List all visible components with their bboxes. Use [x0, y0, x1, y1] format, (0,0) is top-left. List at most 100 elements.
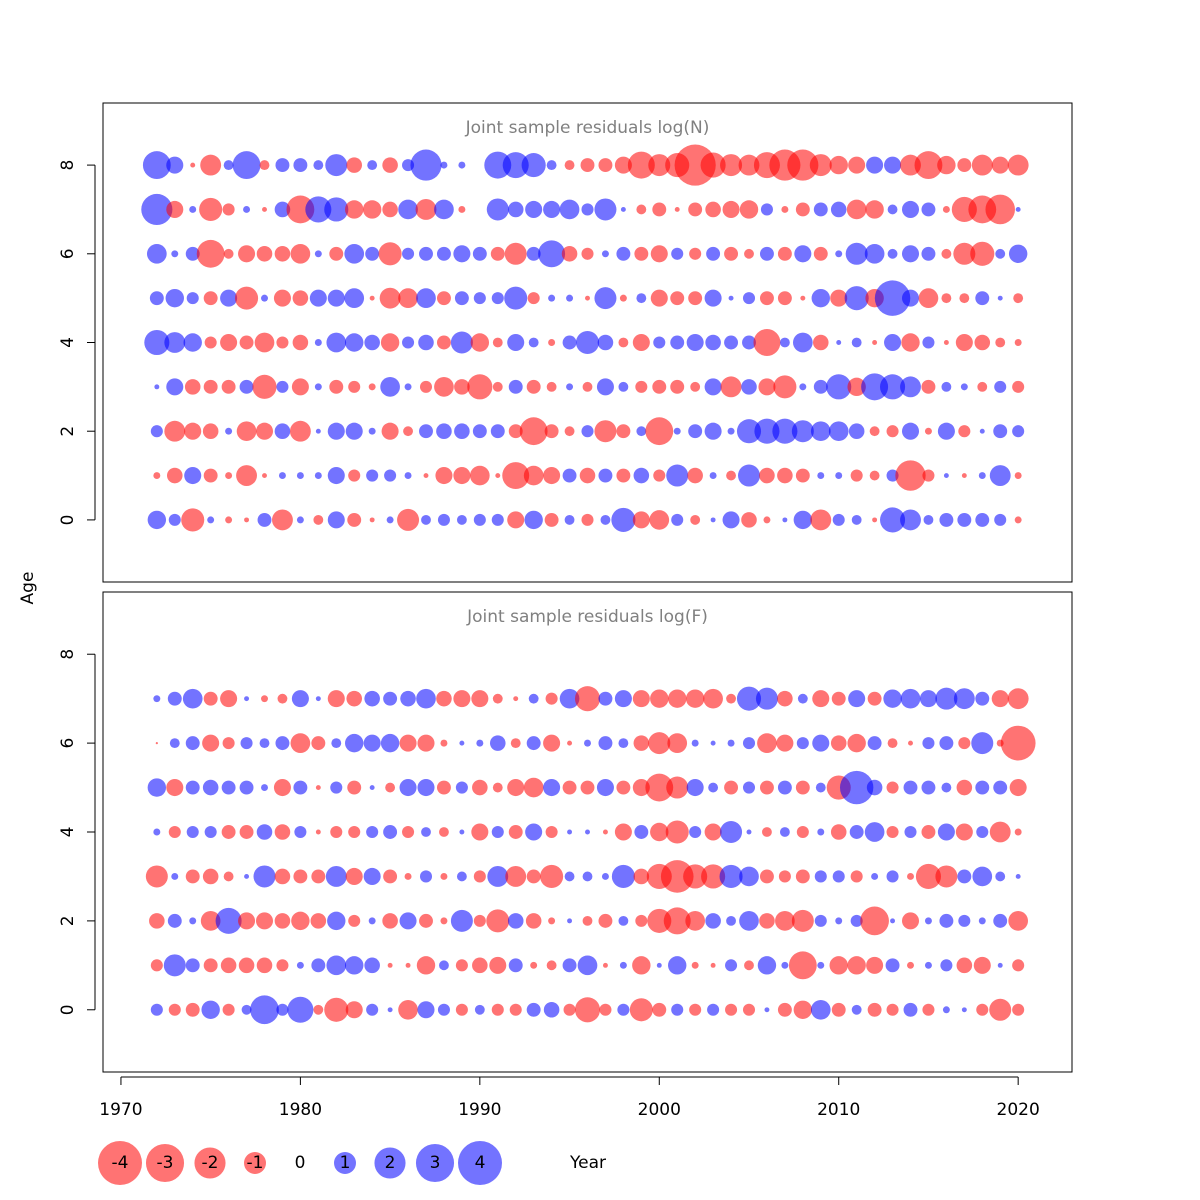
bubble: [185, 780, 200, 795]
bubble: [386, 516, 394, 524]
bubble: [594, 198, 617, 221]
bubble: [674, 206, 680, 212]
bubble: [585, 295, 590, 301]
bubble: [508, 958, 523, 973]
bubble: [580, 780, 595, 795]
bubble: [813, 379, 828, 394]
bubble: [155, 742, 158, 745]
bubble: [1008, 911, 1029, 931]
bubble: [202, 779, 219, 796]
bubble: [276, 959, 289, 972]
bubble: [314, 250, 322, 258]
bubble: [404, 872, 412, 880]
bubble: [722, 511, 740, 529]
bubble: [185, 958, 200, 973]
bubble: [618, 915, 629, 926]
bubble: [153, 472, 161, 480]
bubble: [311, 736, 326, 751]
bubble: [458, 161, 466, 169]
bubble: [864, 243, 885, 264]
bubble: [184, 422, 202, 440]
bubble: [971, 732, 994, 755]
bubble: [1008, 244, 1028, 263]
bubble: [683, 864, 708, 889]
bubble: [150, 959, 163, 972]
bubble: [346, 690, 363, 707]
bubble: [253, 865, 276, 888]
bubble: [154, 384, 160, 390]
bubble: [619, 961, 627, 969]
bubble: [325, 154, 348, 177]
bubble: [220, 333, 238, 352]
bubble: [363, 867, 381, 885]
bubble: [989, 821, 1011, 843]
bubble: [291, 690, 309, 708]
bubble: [292, 290, 309, 306]
bubble: [530, 961, 538, 969]
bubble: [545, 825, 558, 839]
legend-label: 0: [295, 1153, 306, 1173]
bubble: [476, 739, 484, 747]
bubble: [942, 1006, 950, 1014]
bubble: [366, 469, 379, 482]
bubble: [153, 695, 161, 703]
bubble: [791, 420, 814, 443]
bubble: [866, 156, 884, 174]
bubble: [653, 469, 666, 482]
bubble: [566, 294, 574, 302]
bubble: [685, 911, 706, 931]
bubble: [860, 906, 889, 936]
bubble: [398, 999, 418, 1020]
bubble: [686, 779, 704, 797]
bubble: [164, 420, 186, 442]
bubble: [526, 246, 541, 261]
bubble: [901, 333, 920, 352]
bubble: [200, 911, 221, 931]
bubble: [256, 246, 273, 262]
bubble: [400, 690, 416, 707]
bubble: [327, 911, 346, 931]
bubble: [454, 423, 470, 439]
bubble: [921, 780, 936, 795]
bubble: [890, 918, 896, 924]
bubble: [880, 507, 906, 533]
bubble: [810, 509, 832, 531]
bubble: [706, 246, 721, 261]
bubble: [703, 688, 723, 709]
bubble: [924, 961, 932, 969]
bubble: [1007, 688, 1029, 710]
bubble: [884, 156, 902, 174]
bubble: [314, 339, 322, 346]
bubble: [564, 426, 575, 437]
bubble: [331, 738, 342, 749]
bubble: [329, 246, 344, 261]
bubble: [255, 422, 274, 440]
bubble: [960, 383, 968, 391]
bubble: [171, 250, 179, 258]
bubble: [941, 293, 952, 304]
bubble: [489, 735, 506, 751]
bubble: [257, 512, 272, 527]
bubble: [363, 734, 381, 752]
bubble: [585, 829, 590, 835]
bubble: [632, 690, 650, 708]
bubble: [221, 379, 236, 394]
bubble: [864, 822, 885, 842]
bubble: [872, 517, 878, 523]
bubble: [656, 962, 662, 968]
bubble: [793, 1000, 813, 1019]
bubble: [722, 200, 740, 218]
bubble: [972, 866, 993, 887]
bubble: [660, 860, 694, 893]
bubble: [976, 1003, 989, 1016]
bubble: [222, 203, 235, 216]
bubble: [526, 1002, 541, 1017]
bubble: [795, 468, 810, 483]
bubble: [742, 1003, 756, 1016]
bubble: [203, 958, 218, 973]
bubble: [1012, 1003, 1025, 1016]
bubble: [235, 286, 259, 310]
bubble: [402, 247, 415, 260]
bubble: [778, 870, 791, 883]
bubble: [850, 469, 863, 482]
